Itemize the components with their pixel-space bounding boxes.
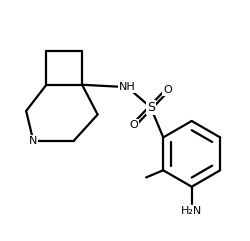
Text: H₂N: H₂N [181, 206, 202, 216]
Text: S: S [147, 101, 155, 114]
Text: N: N [29, 136, 38, 146]
Text: O: O [130, 120, 138, 130]
Text: NH: NH [119, 82, 136, 92]
Text: O: O [163, 85, 172, 95]
